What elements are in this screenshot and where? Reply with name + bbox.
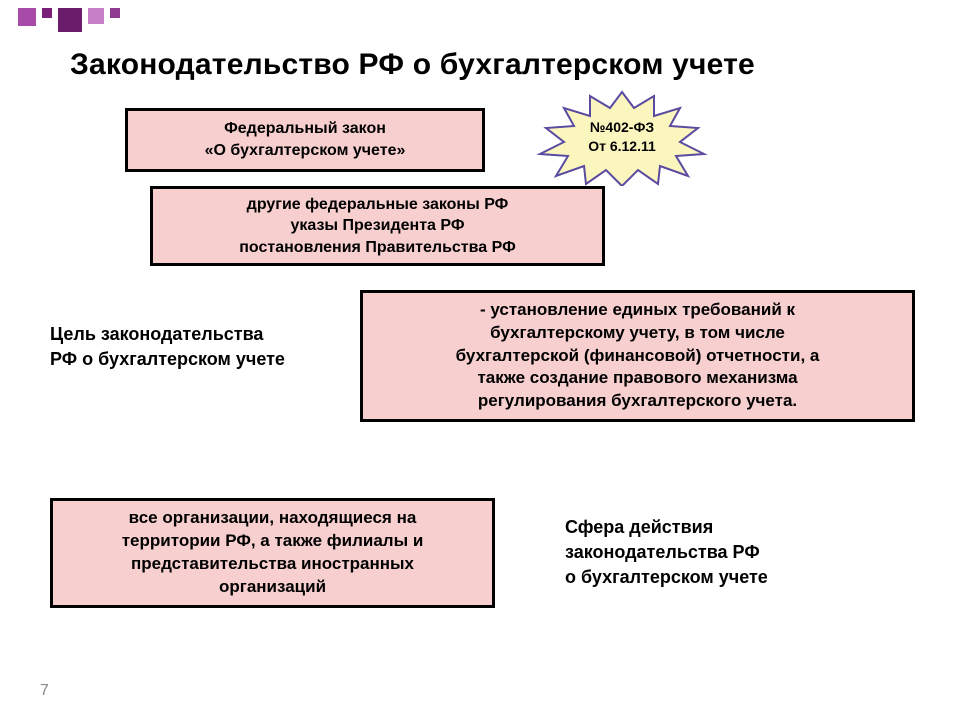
box-line: все организации, находящиеся на xyxy=(129,507,417,530)
slide-title: Законодательство РФ о бухгалтерском учет… xyxy=(70,48,755,82)
label-line: Цель законодательства xyxy=(50,322,360,347)
burst-line: №402-ФЗ xyxy=(536,118,708,137)
burst-text: №402-ФЗ От 6.12.11 xyxy=(536,118,708,156)
box-line: «О бухгалтерском учете» xyxy=(205,140,406,162)
label-line: о бухгалтерском учете xyxy=(565,565,905,590)
burst-line: От 6.12.11 xyxy=(536,137,708,156)
box-scope-description: все организации, находящиеся на территор… xyxy=(50,498,495,608)
box-line: указы Президента РФ xyxy=(290,215,464,237)
deco-square xyxy=(58,8,82,32)
box-line: регулирования бухгалтерского учета. xyxy=(478,390,797,413)
box-line: также создание правового механизма xyxy=(477,367,797,390)
label-line: Сфера действия xyxy=(565,515,905,540)
label-line: РФ о бухгалтерском учете xyxy=(50,347,360,372)
box-line: бухгалтерской (финансовой) отчетности, а xyxy=(456,345,820,368)
corner-decoration xyxy=(18,8,120,32)
box-line: другие федеральные законы РФ xyxy=(247,194,509,216)
box-federal-law: Федеральный закон «О бухгалтерском учете… xyxy=(125,108,485,172)
box-line: бухгалтерскому учету, в том числе xyxy=(490,322,785,345)
box-line: постановления Правительства РФ xyxy=(239,237,515,259)
box-goal-description: - установление единых требований к бухга… xyxy=(360,290,915,422)
goal-label: Цель законодательства РФ о бухгалтерском… xyxy=(50,322,360,372)
box-line: организаций xyxy=(219,576,326,599)
box-line: - установление единых требований к xyxy=(480,299,795,322)
deco-square xyxy=(18,8,36,26)
label-line: законодательства РФ xyxy=(565,540,905,565)
box-line: Федеральный закон xyxy=(224,118,386,140)
box-line: территории РФ, а также филиалы и xyxy=(122,530,424,553)
page-number: 7 xyxy=(40,682,49,700)
deco-square xyxy=(110,8,120,18)
box-other-laws: другие федеральные законы РФ указы Прези… xyxy=(150,186,605,266)
law-number-callout: №402-ФЗ От 6.12.11 xyxy=(536,90,708,186)
deco-square xyxy=(88,8,104,24)
box-line: представительства иностранных xyxy=(131,553,414,576)
scope-label: Сфера действия законодательства РФ о бух… xyxy=(565,515,905,591)
deco-square xyxy=(42,8,52,18)
